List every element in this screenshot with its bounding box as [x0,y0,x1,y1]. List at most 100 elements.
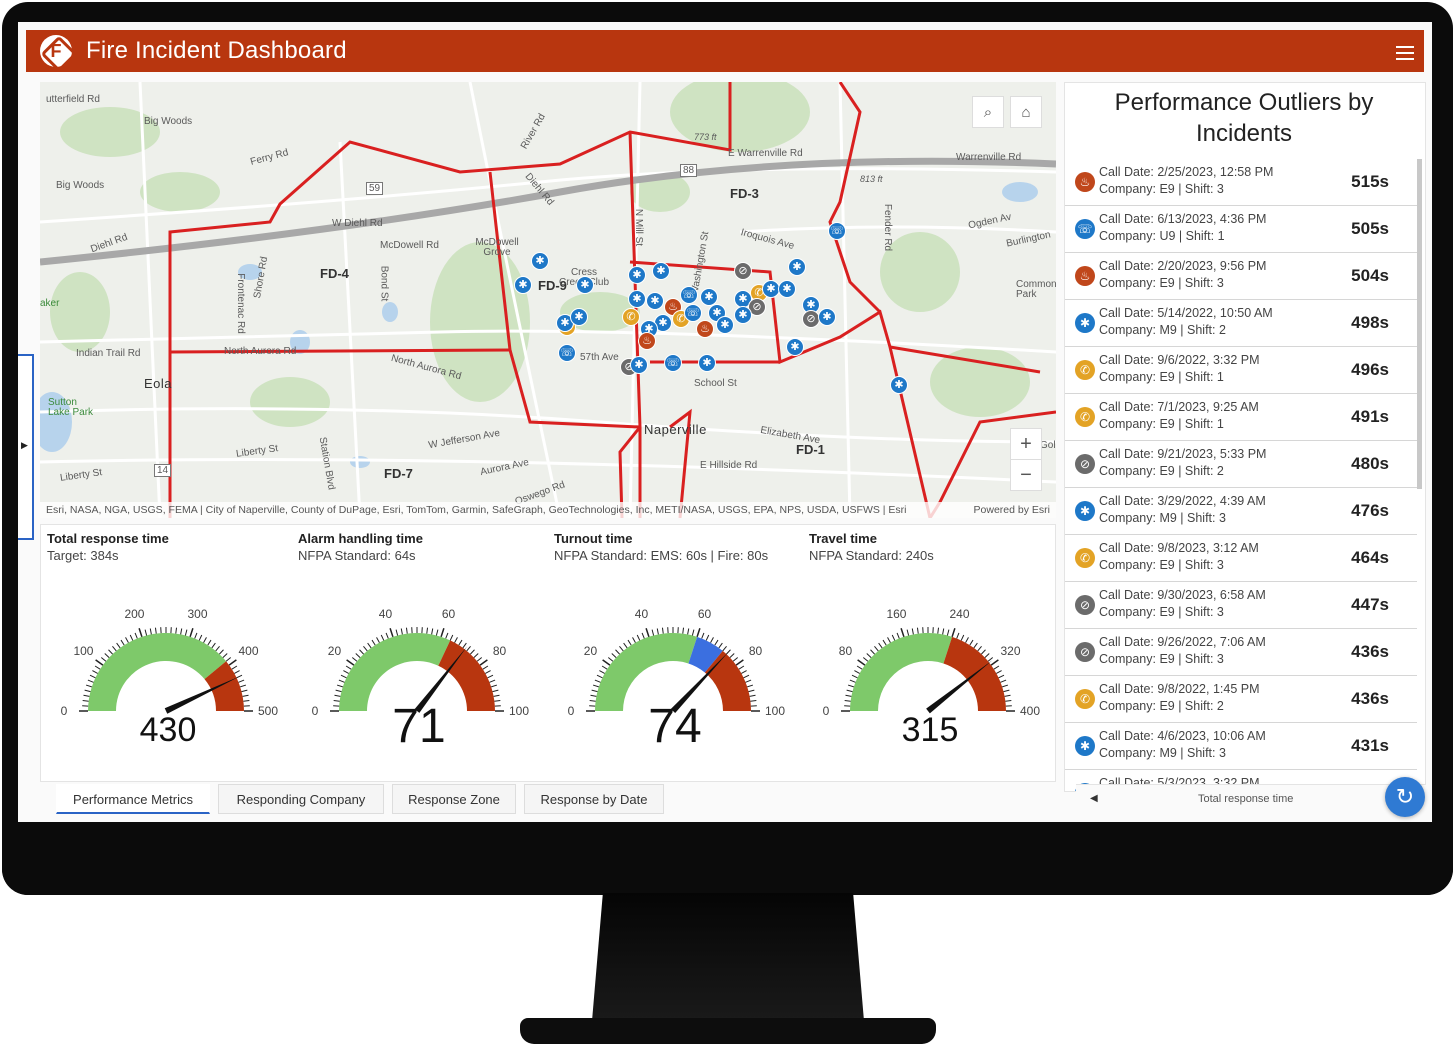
gauge-tick [956,632,960,639]
ems-incident-marker[interactable]: ✱ [700,288,718,306]
ems-incident-marker[interactable]: ✱ [570,308,588,326]
gauge-tick [592,684,599,688]
gauge-tick [607,657,614,662]
outlier-row[interactable]: ✱ Call Date: 5/14/2022, 10:50 AM Company: … [1065,300,1417,347]
ems-incident-marker[interactable]: ✱ [531,252,549,270]
outlier-row[interactable]: ⊘ Call Date: 9/21/2023, 5:33 PM Company: E… [1065,441,1417,488]
gauge-tick [636,634,641,641]
alarm-icon: ✆ [1075,548,1095,568]
gauge-tick [83,694,90,697]
gauge-tick [977,645,982,652]
ems-incident-marker[interactable]: ✱ [778,280,796,298]
zoom-out-button[interactable]: − [1010,459,1042,491]
ems-incident-marker[interactable]: ✱ [576,276,594,294]
district-label-fd3: FD-3 [730,186,759,201]
incident-map[interactable]: utterfield Rd Big Woods Big Woods Ferry … [40,82,1056,518]
gauge-tick [149,628,152,635]
call-date: Call Date: 2/25/2023, 12:58 PM [1099,165,1274,179]
zoom-in-button[interactable]: + [1010,428,1042,460]
gauge-tick [426,627,429,634]
outliers-list[interactable]: ♨ Call Date: 2/25/2023, 12:58 PM Company: … [1065,159,1417,791]
outlier-row[interactable]: ♨ Call Date: 2/25/2023, 12:58 PM Company: … [1065,159,1417,206]
gauge-tick [735,659,744,666]
side-panel-toggle[interactable]: ▶ [18,354,34,540]
gauge-tick [454,637,458,643]
gauge-tick-label: 80 [749,644,763,658]
call-date: Call Date: 4/6/2023, 10:06 AM [1099,729,1266,743]
company-shift: Company: E9 | Shift: 1 [1099,417,1224,431]
tab-response-by-date[interactable]: Response by Date [524,784,664,814]
outlier-row[interactable]: ✱ Call Date: 4/6/2023, 10:06 AM Company: M… [1065,723,1417,770]
tab-performance-metrics[interactable]: Performance Metrics [56,784,210,814]
phone-icon: ☏ [1075,219,1095,239]
gauge-tick [849,679,856,683]
ems-incident-marker[interactable]: ✱ [628,266,646,284]
tab-responding-company[interactable]: Responding Company [218,784,384,814]
gauge-dial: 0 100 200 300 400 500 [61,607,279,718]
ems-incident-marker[interactable]: ✱ [788,258,806,276]
list-scrollbar[interactable] [1417,159,1422,489]
outlier-row[interactable]: ⊘ Call Date: 9/30/2023, 6:58 AM Company: E… [1065,582,1417,629]
ems-incident-marker[interactable]: ✱ [628,290,646,308]
outlier-row[interactable]: ✱ Call Date: 3/29/2022, 4:39 AM Company: M… [1065,488,1417,535]
gauge-tick-label: 0 [61,704,68,718]
service-incident-marker[interactable]: ☏ [828,222,846,240]
company-shift: Company: E9 | Shift: 3 [1099,276,1224,290]
gauge-tick [942,628,945,635]
gauge-tick [599,670,605,674]
gauge-tick [87,679,94,683]
outlier-row[interactable]: ✆ Call Date: 9/8/2022, 1:45 PM Company: E9… [1065,676,1417,723]
outlier-row[interactable]: ✆ Call Date: 9/6/2022, 3:32 PM Company: E9… [1065,347,1417,394]
other-incident-marker[interactable]: ⊘ [734,262,752,280]
service-incident-marker[interactable]: ☏ [558,344,576,362]
ems-incident-marker[interactable]: ✱ [698,354,716,372]
gauge-tick [589,699,596,702]
gauge-tick [198,634,203,641]
gauge-tick [749,694,756,697]
refresh-button[interactable]: ↻ [1385,777,1425,817]
map-home-button[interactable]: ⌂ [1010,96,1042,128]
fire-incident-marker[interactable]: ♨ [696,320,714,338]
other-incident-marker[interactable]: ⊘ [802,310,820,328]
ems-incident-marker[interactable]: ✱ [514,276,532,294]
gauge-tick [440,628,445,638]
outlier-row[interactable]: ✆ Call Date: 9/8/2023, 3:12 AM Company: E9… [1065,535,1417,582]
alarm-incident-marker[interactable]: ✆ [622,308,640,326]
monitor-chin [2,822,1453,895]
ems-incident-marker[interactable]: ✱ [786,338,804,356]
gauge-dial: 0 20 40 60 80 100 [312,607,530,718]
tab-response-zone[interactable]: Response Zone [392,784,516,814]
outlier-row[interactable]: ⊘ Call Date: 9/26/2022, 7:06 AM Company: E… [1065,629,1417,676]
gauge-tick [714,639,719,646]
ems-incident-marker[interactable]: ✱ [890,376,908,394]
map-search-button[interactable]: ⌕ [972,96,1004,128]
hamburger-menu-icon[interactable] [1396,42,1414,64]
outlier-row[interactable]: ☏ Call Date: 6/13/2023, 4:36 PM Company: U… [1065,206,1417,253]
gauge-tick [184,629,188,636]
service-incident-marker[interactable]: ☏ [664,354,682,372]
gauge-tick [996,670,1002,674]
service-incident-marker[interactable]: ☏ [684,304,702,322]
ems-incident-marker[interactable]: ✱ [630,356,648,374]
outlier-row[interactable]: ♨ Call Date: 2/20/2023, 9:56 PM Company: E… [1065,253,1417,300]
map-label: Commons Park [1016,279,1056,300]
gauge-tick [491,684,498,688]
gauge-tick [211,642,216,649]
gauge-tick [242,694,249,697]
ems-incident-marker[interactable]: ✱ [646,292,664,310]
gauge-tick-label: 0 [823,704,830,718]
ems-incident-marker[interactable]: ✱ [818,308,836,326]
ems-incident-marker[interactable]: ✱ [716,316,734,334]
ems-incident-marker[interactable]: ✱ [734,306,752,324]
gauge-band [595,633,698,711]
gauge-tick-label: 20 [328,644,342,658]
map-label: Naperville [644,422,707,437]
previous-arrow-icon[interactable]: ◀ [1090,793,1098,804]
gauge-total-response: Total response time Target: 384s 0 100 200… [41,525,291,781]
fire-incident-marker[interactable]: ♨ [638,332,656,350]
ems-incident-marker[interactable]: ✱ [652,262,670,280]
service-incident-marker[interactable]: ☏ [680,286,698,304]
powered-by-esri-link[interactable]: Powered by Esri [973,504,1050,516]
outlier-row[interactable]: ✆ Call Date: 7/1/2023, 9:25 AM Company: E9… [1065,394,1417,441]
gauge-tick [359,649,364,655]
